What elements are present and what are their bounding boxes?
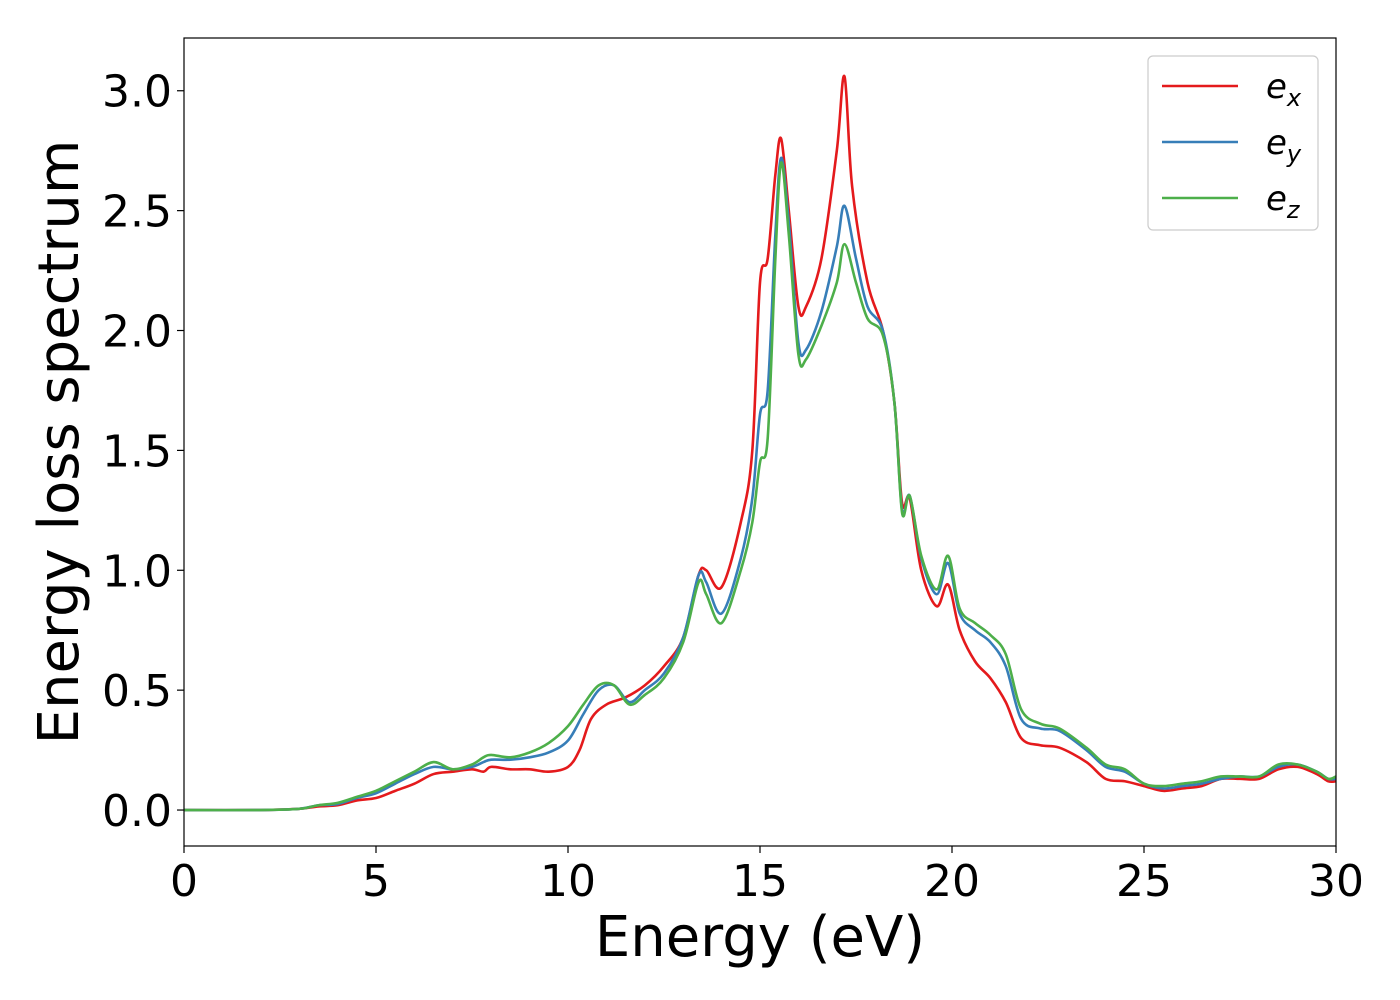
y-axis-label: Energy loss spectrum bbox=[27, 140, 92, 745]
y-tick-label: 2.0 bbox=[102, 307, 172, 358]
x-tick-label: 0 bbox=[170, 856, 198, 907]
y-tick-label: 1.0 bbox=[102, 546, 172, 597]
x-tick-label: 5 bbox=[362, 856, 390, 907]
series-line-z bbox=[183, 161, 1337, 812]
legend-label-x: ex bbox=[1266, 67, 1302, 112]
y-axis-ticks: 0.0 0.5 1.0 1.5 2.0 2.5 3.0 bbox=[102, 67, 184, 837]
y-tick-label: 2.5 bbox=[102, 187, 172, 238]
x-axis-label: Energy (eV) bbox=[595, 905, 925, 970]
x-tick-label: 10 bbox=[540, 856, 596, 907]
legend-label-z: ez bbox=[1266, 179, 1301, 224]
y-tick-label: 0.0 bbox=[102, 786, 172, 837]
legend-label-y: ey bbox=[1266, 123, 1302, 168]
x-tick-label: 25 bbox=[1116, 856, 1172, 907]
x-tick-label: 20 bbox=[924, 856, 980, 907]
series-layer bbox=[183, 74, 1337, 812]
y-tick-label: 0.5 bbox=[102, 666, 172, 717]
y-tick-label: 3.0 bbox=[102, 67, 172, 118]
legend: ex ey ez bbox=[1147, 55, 1319, 231]
x-axis-ticks: 0 5 10 15 20 25 30 bbox=[170, 846, 1364, 907]
x-tick-label: 15 bbox=[732, 856, 788, 907]
x-tick-label: 30 bbox=[1308, 856, 1364, 907]
y-tick-label: 1.5 bbox=[102, 426, 172, 477]
series-line-x bbox=[183, 74, 1337, 812]
